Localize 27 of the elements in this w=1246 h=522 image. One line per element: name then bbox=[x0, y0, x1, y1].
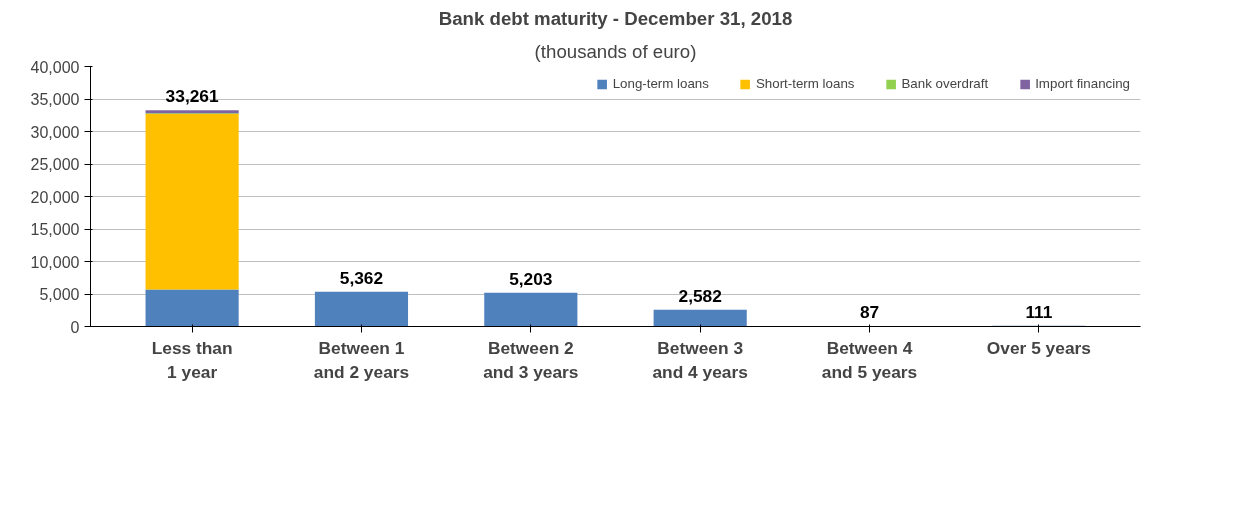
x-tick-label: Over 5 years bbox=[986, 337, 1091, 358]
chart-title: Bank debt maturity - December 31, 2018 bbox=[438, 7, 793, 29]
legend-label: Bank overdraft bbox=[901, 76, 989, 91]
total-label: 33,261 bbox=[165, 86, 219, 107]
y-tick-label: 0 bbox=[70, 318, 80, 336]
total-label: 2,582 bbox=[678, 285, 722, 306]
chart-subtitle: (thousands of euro) bbox=[534, 40, 697, 62]
legend-label: Import financing bbox=[1035, 76, 1130, 91]
total-label: 5,203 bbox=[509, 268, 553, 289]
x-tick-label: Between 3 and 4 years bbox=[652, 337, 748, 382]
x-tick-label: Between 2 and 3 years bbox=[483, 337, 579, 382]
legend-label: Long-term loans bbox=[612, 76, 709, 91]
x-tick-label: Less than 1 year bbox=[151, 337, 233, 382]
y-tick-label: 35,000 bbox=[30, 91, 80, 108]
y-tick-label: 40,000 bbox=[30, 58, 80, 76]
x-tick-label: Between 1 and 2 years bbox=[313, 337, 410, 382]
legend-label: Short-term loans bbox=[755, 76, 855, 91]
total-label: 5,362 bbox=[339, 267, 384, 288]
total-label: 87 bbox=[859, 301, 880, 322]
y-tick-label: 10,000 bbox=[30, 253, 80, 271]
y-tick-label: 20,000 bbox=[30, 188, 80, 206]
y-tick-label: 25,000 bbox=[30, 156, 80, 173]
y-tick-label: 30,000 bbox=[30, 123, 80, 141]
x-tick-label: Between 4 and 5 years bbox=[821, 337, 918, 382]
total-label: 111 bbox=[1025, 301, 1053, 322]
y-tick-label: 15,000 bbox=[30, 221, 80, 238]
y-tick-label: 5,000 bbox=[39, 286, 80, 303]
